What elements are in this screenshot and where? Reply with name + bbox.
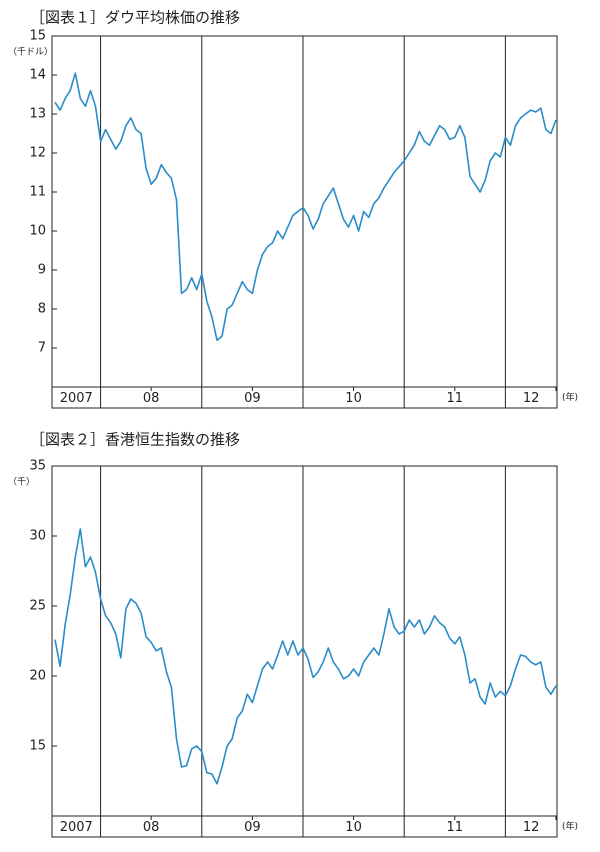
y-tick-label: 20 <box>29 669 46 684</box>
chart-title: ［図表２］香港恒生指数の推移 <box>30 431 240 449</box>
x-tick-label: 12 <box>523 391 540 406</box>
x-tick-label: 09 <box>244 391 261 406</box>
x-tick-label: 08 <box>143 391 160 406</box>
x-unit: (年) <box>562 820 578 832</box>
y-tick-label: 25 <box>29 599 46 614</box>
x-tick-label: 10 <box>345 391 362 406</box>
line <box>54 528 557 785</box>
x-tick-label: 12 <box>523 820 540 835</box>
y-tick-label: 14 <box>29 68 46 83</box>
line <box>54 72 557 341</box>
y-unit: （千ドル） <box>8 47 53 58</box>
y-tick-label: 15 <box>29 29 46 44</box>
chart-title: ［図表１］ダウ平均株価の推移 <box>30 9 240 27</box>
y-tick-label: 30 <box>29 529 46 544</box>
x-tick-label: 11 <box>447 391 464 406</box>
x-tick-label: 2007 <box>60 391 93 406</box>
y-tick-label: 8 <box>38 302 46 317</box>
x-tick-label: 11 <box>447 820 464 835</box>
y-tick-label: 13 <box>29 107 46 122</box>
y-tick-label: 7 <box>38 341 46 356</box>
y-tick-label: 12 <box>29 146 46 161</box>
y-tick-label: 10 <box>29 224 46 239</box>
y-unit: （千） <box>8 477 35 488</box>
x-unit: (年) <box>562 391 578 403</box>
x-tick-label: 2007 <box>60 820 93 835</box>
x-tick-label: 08 <box>143 820 160 835</box>
x-tick-label: 10 <box>345 820 362 835</box>
plot-frame <box>51 35 558 409</box>
y-tick-label: 35 <box>29 459 46 474</box>
y-tick-label: 15 <box>29 739 46 754</box>
y-tick-label: 11 <box>29 185 46 200</box>
x-tick-label: 09 <box>244 820 261 835</box>
y-tick-label: 9 <box>38 263 46 278</box>
plot-frame <box>51 465 558 838</box>
